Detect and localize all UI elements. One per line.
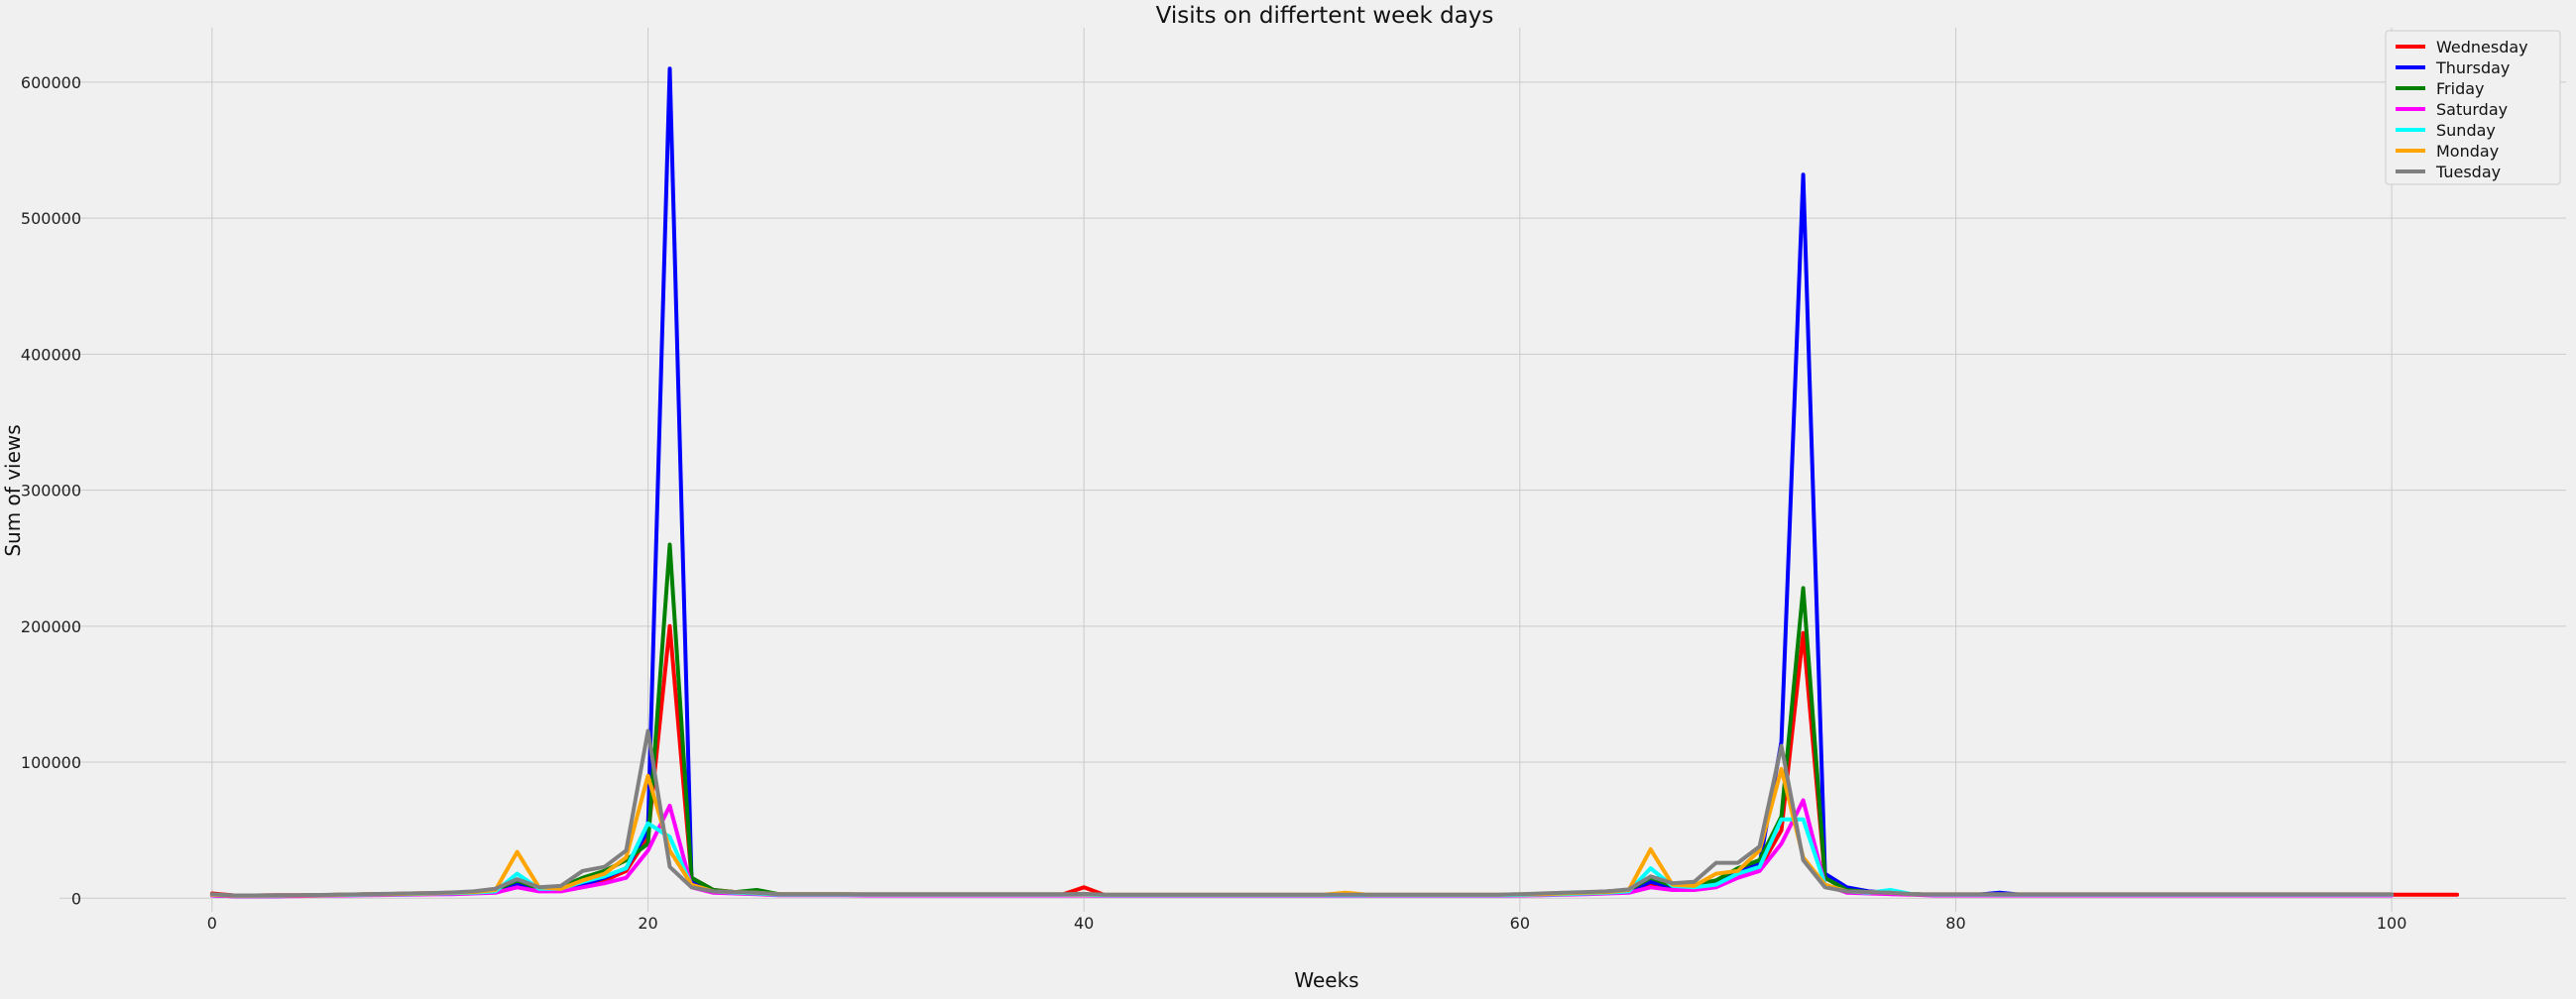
legend-label-tuesday: Tuesday — [2435, 163, 2501, 181]
legend-label-wednesday: Wednesday — [2436, 38, 2528, 56]
y-tick-label: 300000 — [21, 482, 81, 500]
x-axis-title: Weeks — [1294, 968, 1358, 992]
x-tick-label: 80 — [1945, 914, 1965, 933]
y-tick-label: 600000 — [21, 73, 81, 92]
chart-title: Visits on differtent week days — [1156, 3, 1494, 29]
series-line-tuesday — [209, 728, 2395, 898]
legend-box — [2385, 30, 2561, 185]
y-tick-label: 100000 — [21, 753, 81, 772]
y-ticks: 0 100000 200000 300000 400000 500000 600000 — [21, 73, 81, 908]
x-tick-label: 60 — [1510, 914, 1530, 933]
y-tick-label: 400000 — [21, 345, 81, 364]
y-tick-label: 200000 — [21, 617, 81, 636]
series-lines — [209, 66, 2460, 899]
x-ticks: 0 20 40 60 80 100 — [207, 914, 2407, 933]
legend-label-thursday: Thursday — [2435, 58, 2510, 77]
legend-label-friday: Friday — [2436, 79, 2485, 98]
y-tick-label: 0 — [71, 889, 81, 908]
y-tick-label: 500000 — [21, 209, 81, 228]
x-tick-label: 0 — [207, 914, 217, 933]
x-tick-label: 40 — [1074, 914, 1094, 933]
legend-label-monday: Monday — [2436, 142, 2499, 161]
legend-label-saturday: Saturday — [2436, 100, 2508, 119]
plot-area — [59, 28, 2566, 912]
y-axis-title: Sum of views — [1, 424, 25, 556]
x-tick-label: 20 — [638, 914, 657, 933]
legend-label-sunday: Sunday — [2436, 121, 2496, 140]
x-tick-label: 100 — [2377, 914, 2407, 933]
legend: Wednesday Thursday Friday Saturday Sunday Mon… — [2385, 30, 2561, 185]
